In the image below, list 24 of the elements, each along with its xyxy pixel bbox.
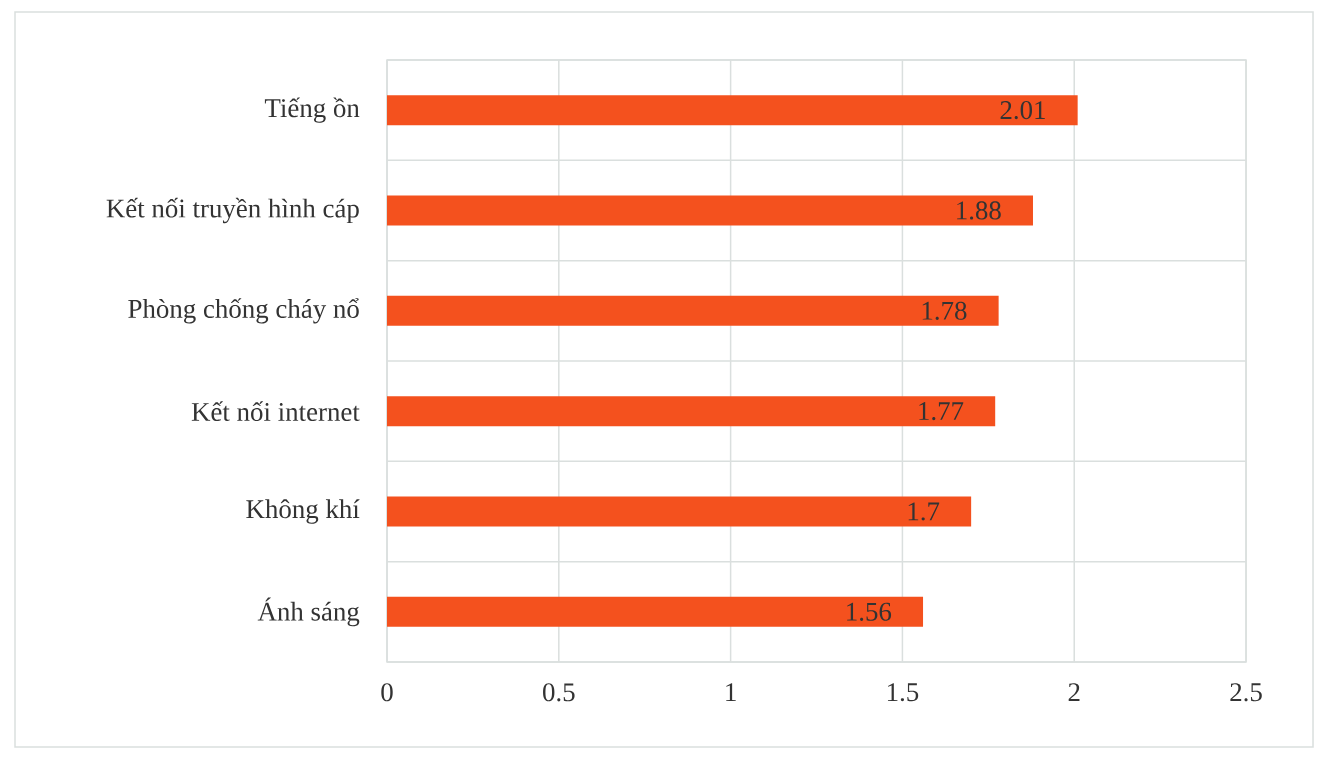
data-label: 1.88: [957, 201, 1001, 220]
y-tick-label: Không khí: [246, 499, 360, 524]
data-label: 1.56: [847, 602, 892, 621]
bar: [387, 95, 1078, 126]
bar: [387, 295, 999, 326]
bar: [387, 496, 972, 527]
y-tick-label: Tiếng ồn: [264, 97, 360, 123]
data-label: 2.01: [1000, 101, 1045, 120]
y-tick-label: Kết nối truyền hình cáp: [106, 197, 359, 224]
y-tick-label: Kết nối internet: [191, 401, 360, 422]
x-tick-label: 1.5: [887, 683, 919, 702]
x-tick-label: 1: [726, 683, 736, 701]
y-tick-label: Phòng chống cháy nổ: [128, 298, 359, 324]
y-tick-label: Ánh sáng: [257, 597, 360, 627]
bar: [387, 195, 1033, 226]
data-label: 1.77: [919, 402, 964, 421]
bar: [387, 396, 996, 427]
x-tick-label: 0: [381, 683, 393, 702]
data-label: 1.78: [922, 301, 967, 320]
x-tick-label: 2: [1068, 683, 1080, 701]
x-tick-label: 2.5: [1230, 683, 1262, 702]
bar: [387, 596, 924, 627]
x-tick-label: 0.5: [543, 683, 575, 702]
data-label: 1.7: [908, 502, 940, 521]
